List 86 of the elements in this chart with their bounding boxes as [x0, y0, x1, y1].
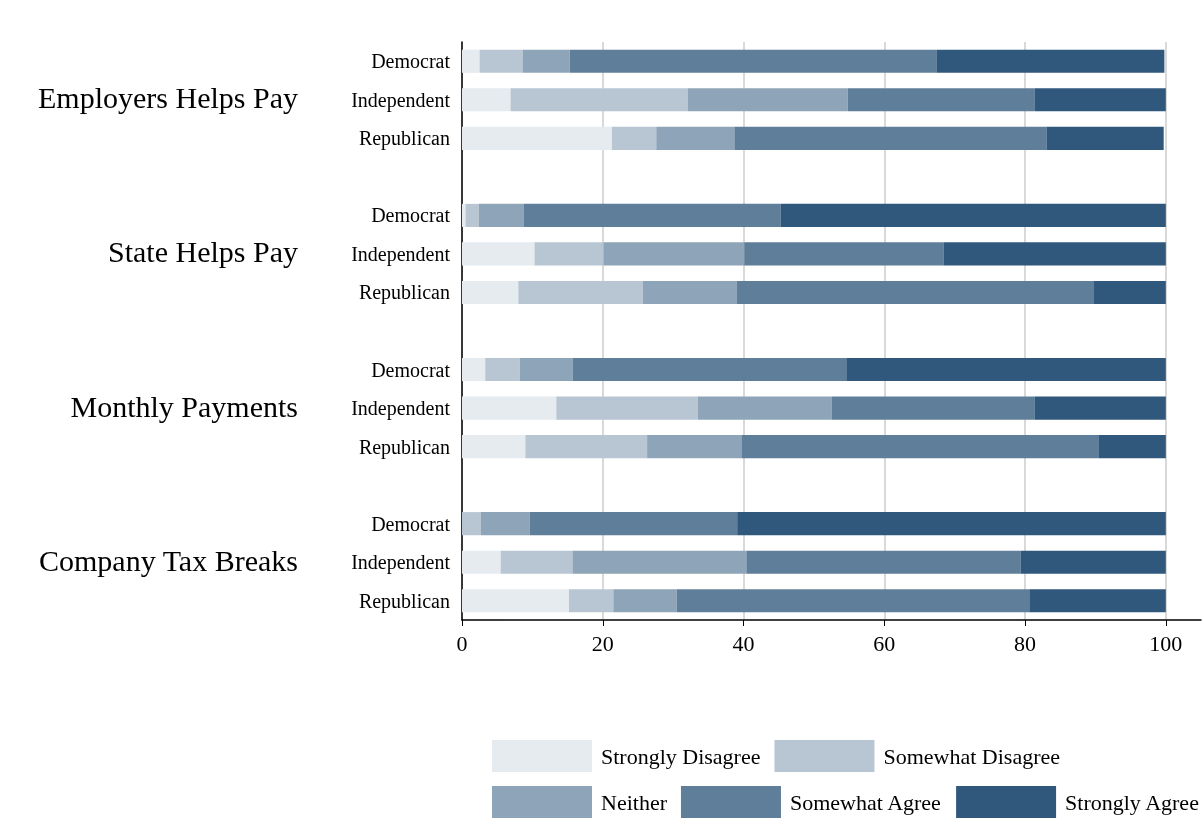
bar	[462, 88, 511, 112]
bar	[676, 589, 1030, 613]
bar	[687, 88, 848, 112]
bar	[613, 589, 677, 613]
bar	[1020, 550, 1166, 574]
y-tick-label: Democrat	[371, 512, 451, 535]
x-tick-label: 60	[873, 630, 896, 656]
text: State Helps Pay	[108, 235, 298, 269]
bar	[529, 512, 738, 536]
bar	[1034, 396, 1166, 420]
bar	[572, 550, 747, 574]
bar	[1046, 126, 1164, 150]
bar	[1029, 589, 1166, 613]
bar	[943, 242, 1166, 266]
bar	[603, 242, 745, 266]
bar	[534, 242, 604, 266]
bar	[737, 512, 1166, 536]
bar	[611, 126, 657, 150]
y-tick-label: Republican	[358, 281, 450, 305]
bar	[697, 396, 832, 420]
bar	[481, 512, 530, 536]
legend-label: Somewhat Agree	[789, 789, 941, 815]
bar	[462, 126, 612, 150]
y-tick-label: Democrat	[371, 204, 451, 227]
bar	[478, 203, 524, 227]
y-tick-label: Independent	[351, 551, 451, 575]
bar	[462, 242, 535, 266]
bar	[1034, 88, 1166, 112]
bar	[522, 49, 570, 73]
legend-label: Somewhat Disagree	[883, 743, 1061, 769]
bar	[462, 49, 480, 73]
bar	[734, 126, 1047, 150]
bar	[741, 435, 1099, 459]
x-tick-label: 100	[1149, 630, 1183, 656]
x-tick-label: 40	[732, 630, 755, 656]
x-tick-label: 20	[591, 630, 614, 656]
bar	[518, 280, 643, 305]
bar	[736, 280, 1095, 305]
legend-label: Strongly Disagree	[601, 743, 761, 769]
y-tick-label: Democrat	[371, 50, 451, 73]
y-tick-label: Independent	[351, 397, 451, 421]
bar	[462, 512, 481, 536]
y-tick-label: Republican	[358, 589, 450, 613]
bar	[519, 357, 573, 382]
bar	[656, 126, 735, 150]
bar	[556, 396, 698, 420]
bar	[500, 550, 573, 574]
bar	[462, 550, 501, 574]
legend-label: Strongly Agree	[1065, 789, 1199, 815]
x-tick-label: 0	[456, 630, 468, 656]
bar	[572, 357, 847, 382]
text: Monthly Payments	[70, 389, 298, 423]
bar	[479, 49, 523, 73]
bar	[462, 396, 557, 420]
bar	[462, 589, 569, 613]
bar	[647, 435, 742, 459]
bar	[847, 88, 1035, 112]
y-tick-label: Republican	[358, 435, 450, 459]
bar	[746, 550, 1021, 574]
y-tick-label: Republican	[358, 127, 450, 151]
bar	[831, 396, 1035, 420]
bar	[642, 280, 737, 305]
bar	[744, 242, 944, 266]
bar	[1094, 280, 1166, 305]
bar	[462, 357, 486, 382]
bar	[510, 88, 688, 112]
bar	[523, 203, 781, 227]
bar	[462, 435, 526, 459]
bar	[780, 203, 1166, 227]
y-tick-label: Independent	[351, 88, 451, 112]
y-tick-label: Democrat	[371, 358, 451, 381]
x-tick-label: 80	[1014, 630, 1037, 656]
bar	[1098, 435, 1166, 459]
bar	[525, 435, 648, 459]
legend-label: Neither	[601, 789, 668, 815]
bar	[462, 280, 519, 305]
bar	[485, 357, 520, 382]
y-tick-label: Independent	[351, 242, 451, 266]
bar	[462, 203, 466, 227]
text: Company Tax Breaks	[39, 543, 298, 577]
bar	[568, 589, 614, 613]
bar	[936, 49, 1165, 73]
text: Employers Helps Pay	[38, 81, 298, 115]
bar	[569, 49, 937, 73]
bar	[846, 357, 1166, 382]
bar	[465, 203, 479, 227]
